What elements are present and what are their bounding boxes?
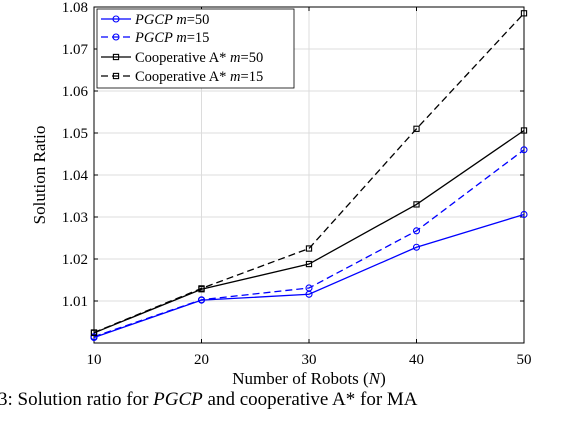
- data-point: [413, 201, 420, 208]
- data-point: [520, 210, 528, 219]
- data-point: [412, 243, 421, 251]
- legend-label: PGCP m=15: [134, 30, 209, 46]
- y-tick-label: 1.08: [62, 0, 88, 16]
- series-4: [90, 10, 528, 336]
- data-point: [112, 72, 120, 80]
- series-2: [90, 146, 528, 341]
- data-point: [412, 227, 421, 235]
- data-point: [90, 329, 98, 336]
- series-line: [93, 149, 525, 338]
- legend-label: Cooperative A* m=15: [135, 69, 263, 85]
- data-point: [520, 127, 528, 134]
- legend-box: [96, 8, 295, 89]
- y-tick-label: 1.03: [62, 210, 88, 226]
- y-tick-label: 1.06: [62, 84, 89, 100]
- data-point: [305, 284, 313, 292]
- legend-entry: Cooperative A* m=50: [101, 50, 263, 66]
- legend-label: PGCP m=50: [134, 12, 209, 28]
- legend-entry: Cooperative A* m=15: [101, 69, 263, 85]
- data-point: [305, 245, 313, 252]
- x-tick-label: 50: [517, 352, 532, 368]
- x-tick-label: 10: [87, 352, 102, 368]
- y-tick-label: 1.04: [62, 168, 89, 184]
- y-tick-label: 1.02: [62, 252, 88, 268]
- caption-text: 3: Solution ratio for PGCP and cooperati…: [0, 389, 418, 410]
- y-axis-label: Solution Ratio: [30, 126, 49, 225]
- data-point: [90, 333, 98, 341]
- data-point: [198, 285, 205, 292]
- x-tick-label: 20: [194, 352, 209, 368]
- legend-label: Cooperative A* m=50: [135, 50, 263, 66]
- y-tick-label: 1.07: [62, 42, 89, 58]
- x-tick-label: 40: [409, 352, 424, 368]
- data-point: [112, 53, 120, 61]
- legend-entry: PGCP m=50: [101, 12, 209, 28]
- series-layer: [90, 10, 528, 342]
- series-line: [93, 213, 525, 339]
- data-point: [520, 10, 528, 17]
- x-tick-label: 30: [302, 352, 317, 368]
- data-point: [520, 146, 528, 154]
- y-tick-label: 1.05: [62, 126, 88, 142]
- figure-caption: 3: Solution ratio for PGCP and cooperati…: [0, 389, 566, 424]
- x-axis-label: Number of Robots (N): [232, 369, 385, 388]
- data-point: [305, 260, 313, 268]
- data-point: [413, 125, 420, 132]
- data-point: [197, 296, 206, 304]
- y-tick-label: 1.01: [62, 294, 88, 310]
- legend: PGCP m=50 PGCP m=15 Cooperative A* m=50 Coo…: [96, 8, 295, 89]
- data-point: [112, 33, 120, 41]
- data-point: [112, 15, 120, 23]
- legend-entry: PGCP m=15: [101, 30, 209, 46]
- axes: 10 20 30 40 50 1.01 1.02 1.03 1.04 1.05 1.06 1.07 1.…: [62, 0, 532, 368]
- series-line: [93, 12, 525, 334]
- grid: [94, 7, 524, 343]
